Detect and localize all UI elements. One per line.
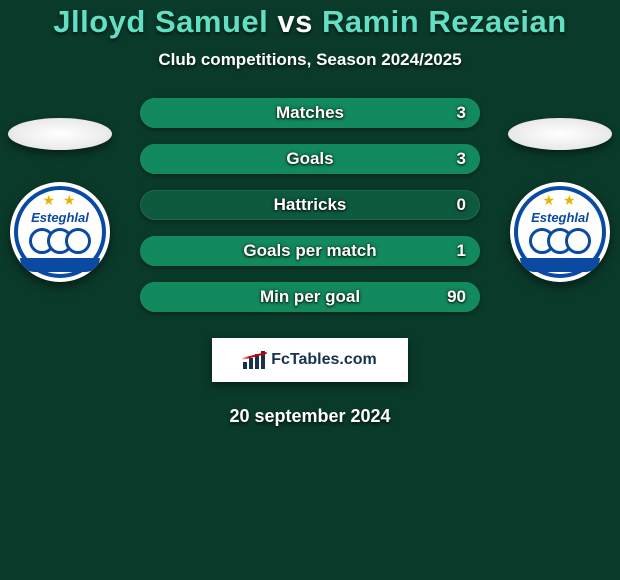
stat-right-value: 1 [457, 241, 466, 261]
stat-row: Min per goal90 [140, 282, 480, 312]
stat-right-value: 0 [457, 195, 466, 215]
badge-stars-icon: ★ ★ [510, 192, 610, 209]
badge-band-icon [520, 258, 600, 272]
badge-stars-icon: ★ ★ [10, 192, 110, 209]
left-player-ellipse [8, 118, 112, 150]
brand-box: FcTables.com [212, 338, 408, 382]
right-player-ellipse [508, 118, 612, 150]
brand-text: FcTables.com [271, 351, 377, 369]
badge-script: Esteghlal [10, 210, 110, 225]
brand-chart-icon [243, 351, 265, 369]
stat-right-value: 3 [457, 103, 466, 123]
badge-rings-icon [10, 228, 110, 254]
stat-row: Goals per match1 [140, 236, 480, 266]
generation-date: 20 september 2024 [0, 406, 620, 427]
page-title: Jlloyd Samuel vs Ramin Rezaeian [0, 0, 620, 40]
stat-row: Goals3 [140, 144, 480, 174]
subtitle: Club competitions, Season 2024/2025 [0, 50, 620, 70]
player2-name: Ramin Rezaeian [322, 4, 567, 39]
right-club-column: ★ ★ Esteghlal [505, 118, 615, 282]
vs-word: vs [277, 4, 312, 39]
badge-script: Esteghlal [510, 210, 610, 225]
stat-row: Matches3 [140, 98, 480, 128]
player1-name: Jlloyd Samuel [53, 4, 268, 39]
stat-row: Hattricks0 [140, 190, 480, 220]
stat-label: Goals [140, 149, 480, 169]
stat-right-value: 90 [447, 287, 466, 307]
stat-label: Goals per match [140, 241, 480, 261]
stat-label: Hattricks [140, 195, 480, 215]
stat-right-value: 3 [457, 149, 466, 169]
stat-label: Min per goal [140, 287, 480, 307]
stats-list: Matches3Goals3Hattricks0Goals per match1… [140, 98, 480, 312]
badge-rings-icon [510, 228, 610, 254]
badge-band-icon [20, 258, 100, 272]
right-club-badge: ★ ★ Esteghlal [510, 182, 610, 282]
left-club-badge: ★ ★ Esteghlal [10, 182, 110, 282]
stat-label: Matches [140, 103, 480, 123]
infographic: Jlloyd Samuel vs Ramin Rezaeian Club com… [0, 0, 620, 580]
left-club-column: ★ ★ Esteghlal [5, 118, 115, 282]
